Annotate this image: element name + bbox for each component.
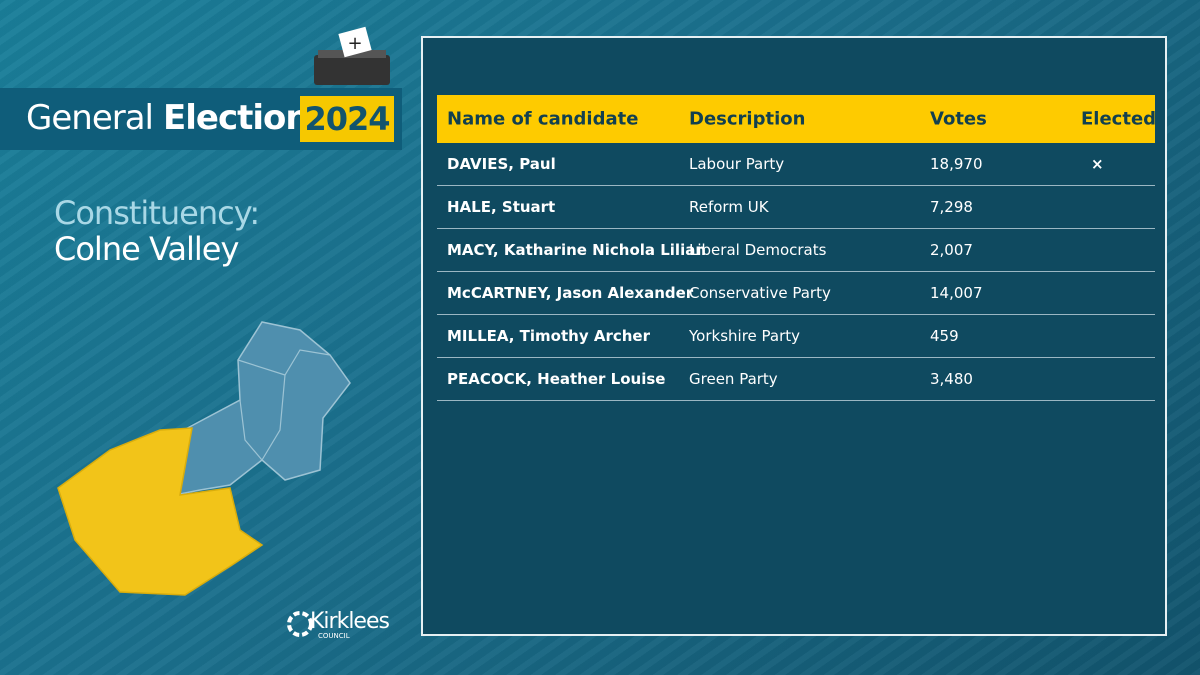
constituency-map xyxy=(57,321,351,596)
votes: 2,007 xyxy=(930,241,973,259)
title-year: 2024 xyxy=(300,96,394,142)
table-header: Name of candidate Description Votes Elected xyxy=(437,95,1157,143)
logo-icon xyxy=(287,611,313,637)
elected-mark: × xyxy=(1091,155,1104,173)
results-table: Name of candidate Description Votes Elected… xyxy=(437,95,1157,401)
table-row: PEACOCK, Heather Louise Green Party 3,480 xyxy=(437,358,1155,401)
candidate-name: HALE, Stuart xyxy=(447,198,556,216)
candidate-name: MACY, Katharine Nichola Lilian xyxy=(447,241,707,259)
table-row: DAVIES, Paul Labour Party 18,970 × xyxy=(437,143,1155,186)
votes: 14,007 xyxy=(930,284,983,302)
party: Reform UK xyxy=(689,198,769,216)
candidate-name: DAVIES, Paul xyxy=(447,155,556,173)
logo-sub: COUNCIL xyxy=(318,632,350,640)
votes: 3,480 xyxy=(930,370,973,388)
candidate-name: PEACOCK, Heather Louise xyxy=(447,370,666,388)
party: Conservative Party xyxy=(689,284,831,302)
party: Labour Party xyxy=(689,155,785,173)
column-header: Elected xyxy=(1081,108,1157,130)
votes: 459 xyxy=(930,327,959,345)
ballot-box-icon: + xyxy=(314,26,390,85)
title-general: General xyxy=(26,98,154,138)
table-row: HALE, Stuart Reform UK 7,298 xyxy=(437,186,1155,229)
svg-text:+: + xyxy=(347,33,362,54)
constituency-name: Colne Valley xyxy=(54,230,239,268)
decor: + xyxy=(57,26,390,637)
votes: 18,970 xyxy=(930,155,983,173)
table-row: McCARTNEY, Jason Alexander Conservative P… xyxy=(437,272,1155,315)
party: Yorkshire Party xyxy=(689,327,801,345)
votes: 7,298 xyxy=(930,198,973,216)
logo-name: Kirklees xyxy=(310,609,390,634)
title-election: Election xyxy=(163,98,310,138)
party: Liberal Democrats xyxy=(689,241,827,259)
table-row: MILLEA, Timothy Archer Yorkshire Party 459 xyxy=(437,315,1155,358)
table-row: MACY, Katharine Nichola Lilian Liberal De… xyxy=(437,229,1155,272)
column-header: Votes xyxy=(930,108,987,130)
candidate-name: McCARTNEY, Jason Alexander xyxy=(447,284,694,302)
candidate-name: MILLEA, Timothy Archer xyxy=(447,327,650,345)
constituency-label: Constituency: xyxy=(54,194,260,232)
column-header: Description xyxy=(689,108,806,130)
column-header: Name of candidate xyxy=(447,108,639,130)
party: Green Party xyxy=(689,370,778,388)
